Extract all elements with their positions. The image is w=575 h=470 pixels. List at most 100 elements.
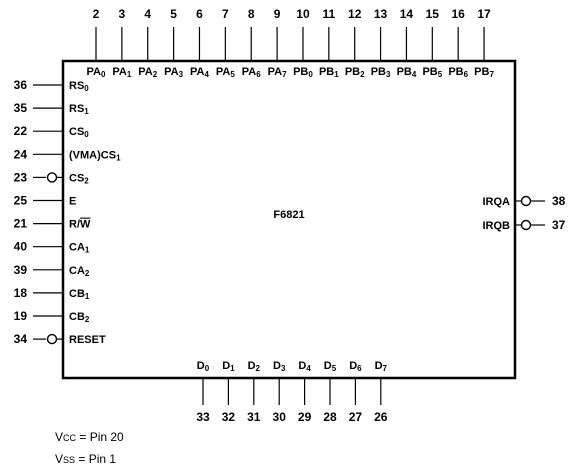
top-pin-6-label-sub: 4 xyxy=(204,70,209,79)
top-pin-number-2: 2 xyxy=(93,7,100,21)
bottom-pin-32-label-sub: 1 xyxy=(230,364,235,373)
left-pin-40-label: CA1 xyxy=(69,242,90,255)
top-pin-11-label-sub: 1 xyxy=(334,70,339,79)
top-pin-number-3: 3 xyxy=(119,7,126,21)
vss-text: = Pin 1 xyxy=(75,452,117,466)
right-pin-bubble-38 xyxy=(520,195,532,207)
left-pin-number-22: 22 xyxy=(14,124,28,138)
left-pin-22-label-sub: 0 xyxy=(84,130,89,139)
bottom-pin-29-label-sub: 4 xyxy=(306,364,311,373)
bottom-pin-31-label-name: D xyxy=(248,360,256,372)
top-pin-4-label: PA2 xyxy=(138,66,157,79)
left-pin-23-label-sub: 2 xyxy=(84,176,89,185)
top-pin-16-label-sub: 6 xyxy=(464,70,469,79)
top-pin-2-label-name: PA xyxy=(87,66,102,78)
bottom-pin-31-label-sub: 2 xyxy=(256,364,261,373)
bottom-pin-28-label-sub: 5 xyxy=(332,364,337,373)
left-pin-number-34: 34 xyxy=(14,332,28,346)
top-pin-number-13: 13 xyxy=(374,7,388,21)
bottom-pin-33-label-sub: 0 xyxy=(205,364,210,373)
vss-note: VSS = Pin 1 xyxy=(55,452,116,466)
left-pin-19-label-name: CB xyxy=(69,311,85,323)
top-pin-2-label-sub: 0 xyxy=(101,70,106,79)
top-pin-13-label-name: PB xyxy=(371,66,386,78)
bottom-pin-number-31: 31 xyxy=(247,410,261,424)
left-pin-24-label: (VMA)CS1 xyxy=(69,149,121,162)
top-pin-number-4: 4 xyxy=(144,7,151,21)
top-pin-12-label-sub: 2 xyxy=(360,70,365,79)
vcc-name: V xyxy=(55,430,64,444)
left-pin-22-label-name: CS xyxy=(69,126,84,138)
top-pin-number-10: 10 xyxy=(296,7,310,21)
top-pin-number-17: 17 xyxy=(477,7,491,21)
left-pin-40-label-name: CA xyxy=(69,242,85,254)
top-pin-15-label-sub: 5 xyxy=(438,70,443,79)
left-pin-number-23: 23 xyxy=(14,170,28,184)
right-pin-bubble-37 xyxy=(520,219,532,231)
left-pin-40-label-sub: 1 xyxy=(85,246,90,255)
bottom-pin-27-label-name: D xyxy=(349,360,357,372)
top-pin-number-8: 8 xyxy=(248,7,255,21)
top-pin-17-label: PB7 xyxy=(474,66,494,79)
left-pin-21-label-name: R/ xyxy=(69,219,80,231)
top-pin-5-label-name: PA xyxy=(164,66,179,78)
left-pin-35-label-sub: 1 xyxy=(84,107,89,116)
left-pin-34-label: RESET xyxy=(69,334,106,346)
top-pin-number-15: 15 xyxy=(426,7,440,21)
left-pin-number-35: 35 xyxy=(14,101,28,115)
top-pin-number-14: 14 xyxy=(400,7,414,21)
bottom-pin-33-label-name: D xyxy=(197,360,205,372)
right-pin-38-label: IRQA xyxy=(483,196,511,208)
vss-sub: SS xyxy=(63,455,76,465)
left-pin-19-label-sub: 2 xyxy=(85,315,90,324)
bottom-pin-29-label: D4 xyxy=(298,360,311,373)
left-pin-18-label-name: CB xyxy=(69,288,85,300)
top-pin-9-label-sub: 7 xyxy=(282,70,287,79)
top-pin-14-label-name: PB xyxy=(397,66,412,78)
bottom-pin-32-label: D1 xyxy=(222,360,235,373)
chip-name: F6821 xyxy=(273,209,304,221)
left-pin-25-label: E xyxy=(69,196,76,208)
left-pin-number-39: 39 xyxy=(14,263,28,277)
left-pin-21-label-overbar: W xyxy=(80,219,91,231)
top-pin-number-6: 6 xyxy=(196,7,203,21)
top-pin-number-11: 11 xyxy=(322,7,335,21)
top-pin-5-label: PA3 xyxy=(164,66,183,79)
left-pin-39-label-name: CA xyxy=(69,265,85,277)
top-pin-15-label-name: PB xyxy=(422,66,437,78)
top-pin-number-12: 12 xyxy=(348,7,362,21)
bottom-pin-number-33: 33 xyxy=(196,410,210,424)
vss-name: V xyxy=(55,452,64,466)
left-pin-39-label-sub: 2 xyxy=(85,269,90,278)
bottom-pin-number-29: 29 xyxy=(298,410,312,424)
left-pin-35-label-name: RS xyxy=(69,103,84,115)
left-pin-25-label-name: E xyxy=(69,196,76,208)
bottom-pin-32-label-name: D xyxy=(222,360,230,372)
top-pin-16-label: PB6 xyxy=(448,66,468,79)
vcc-text: = Pin 20 xyxy=(76,430,124,444)
top-pin-4-label-sub: 2 xyxy=(153,70,158,79)
bottom-pin-30-label-sub: 3 xyxy=(281,364,286,373)
top-pin-5-label-sub: 3 xyxy=(179,70,184,79)
left-pin-number-21: 21 xyxy=(14,217,28,231)
left-pin-number-19: 19 xyxy=(14,309,28,323)
bottom-pin-26-label: D7 xyxy=(375,360,388,373)
top-pin-number-16: 16 xyxy=(452,7,466,21)
top-pin-8-label-name: PA xyxy=(242,66,257,78)
top-pin-9-label: PA7 xyxy=(268,66,287,79)
left-pin-19-label: CB2 xyxy=(69,311,90,324)
top-pin-12-label: PB2 xyxy=(345,66,365,79)
left-pin-24-label-sub: 1 xyxy=(116,153,121,162)
top-pin-13-label: PB3 xyxy=(371,66,391,79)
top-pin-16-label-name: PB xyxy=(448,66,463,78)
top-pin-14-label-sub: 4 xyxy=(412,70,417,79)
bottom-pin-27-label: D6 xyxy=(349,360,362,373)
bottom-pin-30-label-name: D xyxy=(273,360,281,372)
top-pin-11-label: PB1 xyxy=(319,66,339,79)
right-pin-38-label-name: IRQA xyxy=(483,196,511,208)
vcc-sub: CC xyxy=(63,433,77,443)
pins-group: 2PA03PA14PA25PA36PA47PA58PA69PA710PB011P… xyxy=(14,7,566,424)
top-pin-number-9: 9 xyxy=(274,7,281,21)
left-pin-number-36: 36 xyxy=(14,78,28,92)
left-pin-21-label: R/W xyxy=(69,219,91,231)
